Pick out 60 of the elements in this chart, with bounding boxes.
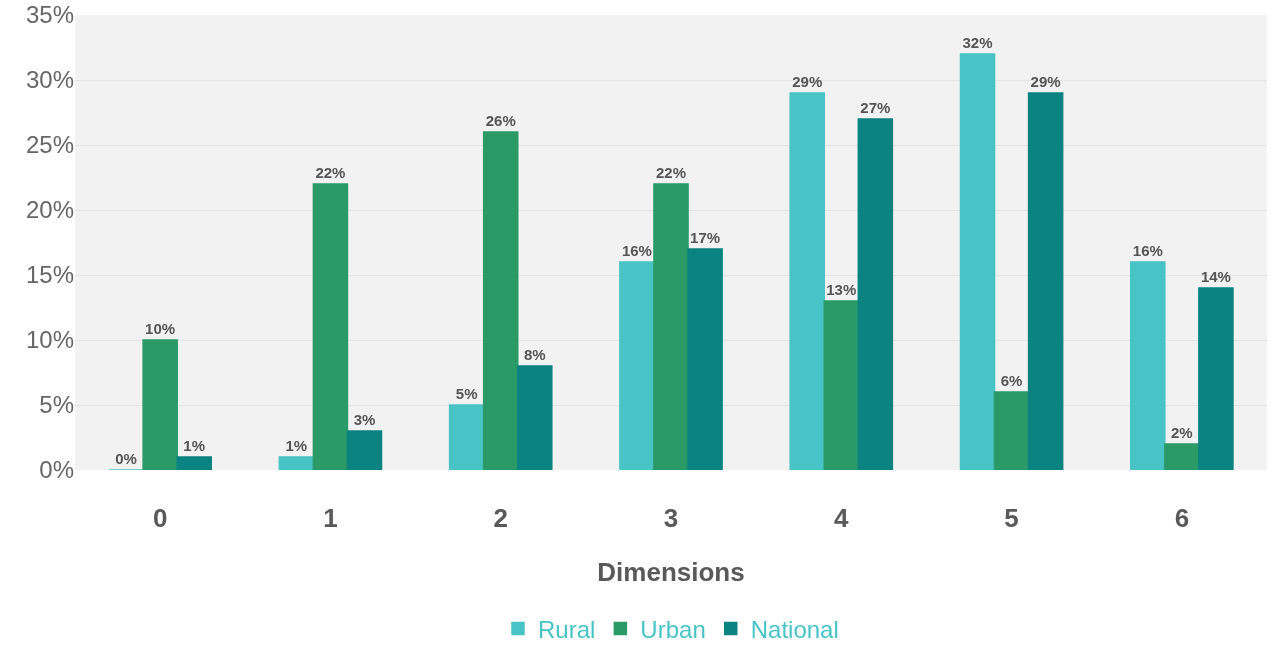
bar bbox=[516, 365, 553, 470]
y-tick-label: 0% bbox=[39, 456, 74, 484]
bar bbox=[857, 118, 894, 470]
bar bbox=[823, 300, 860, 470]
bar bbox=[789, 92, 826, 470]
bar bbox=[959, 53, 996, 470]
y-tick-label: 30% bbox=[25, 66, 74, 94]
x-tick-label: 5 bbox=[1004, 503, 1019, 533]
bar bbox=[142, 339, 178, 470]
data-label: 32% bbox=[962, 34, 993, 51]
data-label: 1% bbox=[183, 437, 206, 454]
bar bbox=[1164, 443, 1200, 470]
x-tick-label: 4 bbox=[834, 503, 850, 533]
data-label: 0% bbox=[115, 450, 137, 467]
data-label: 16% bbox=[621, 242, 652, 259]
data-label: 27% bbox=[860, 99, 891, 116]
y-tick-label: 25% bbox=[25, 131, 74, 159]
bar bbox=[278, 456, 315, 470]
data-label: 17% bbox=[690, 229, 721, 246]
legend-label: National bbox=[750, 615, 839, 643]
x-tick-label: 2 bbox=[493, 503, 508, 533]
x-axis-title: Dimensions bbox=[597, 556, 745, 587]
y-tick-label: 20% bbox=[25, 196, 74, 224]
bar bbox=[1130, 261, 1166, 470]
data-label: 13% bbox=[826, 281, 857, 298]
data-label: 14% bbox=[1200, 268, 1231, 285]
bar bbox=[312, 183, 349, 470]
data-label: 3% bbox=[353, 411, 376, 428]
y-tick-label: 35% bbox=[25, 1, 74, 29]
bar bbox=[1198, 287, 1234, 470]
data-label: 22% bbox=[655, 164, 687, 181]
bar bbox=[482, 131, 519, 470]
y-tick-label: 5% bbox=[39, 391, 74, 419]
data-label: 10% bbox=[145, 320, 176, 337]
bar bbox=[619, 261, 655, 470]
legend-label: Rural bbox=[538, 615, 596, 643]
bar bbox=[448, 404, 485, 470]
x-tick-label: 3 bbox=[663, 503, 679, 533]
bar bbox=[653, 183, 689, 470]
data-label: 22% bbox=[315, 164, 346, 181]
x-tick-label: 6 bbox=[1174, 503, 1190, 533]
bar bbox=[1027, 92, 1064, 470]
x-tick-label: 0 bbox=[152, 503, 168, 533]
y-tick-label: 10% bbox=[25, 326, 74, 354]
bar bbox=[687, 248, 723, 470]
data-label: 8% bbox=[523, 346, 546, 363]
bar bbox=[346, 430, 383, 470]
data-label: 29% bbox=[792, 73, 823, 90]
x-tick-label: 1 bbox=[323, 503, 338, 533]
data-label: 5% bbox=[455, 385, 478, 402]
y-tick-label: 15% bbox=[25, 261, 74, 289]
data-label: 2% bbox=[1171, 424, 1193, 441]
legend-label: Urban bbox=[640, 615, 706, 643]
data-label: 16% bbox=[1132, 242, 1163, 259]
data-label: 6% bbox=[1000, 372, 1023, 389]
data-label: 1% bbox=[285, 437, 308, 454]
bar bbox=[176, 456, 212, 470]
data-label: 29% bbox=[1030, 73, 1061, 90]
bar bbox=[993, 391, 1030, 470]
data-label: 26% bbox=[485, 112, 516, 129]
